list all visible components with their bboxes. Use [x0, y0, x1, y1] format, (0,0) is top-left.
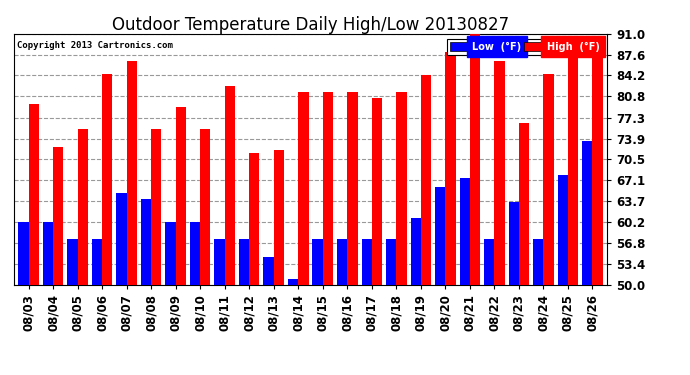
Bar [509, 202, 519, 285]
Legend: Low  (°F), High  (°F): Low (°F), High (°F) [447, 39, 602, 54]
Bar [141, 199, 151, 285]
Bar [190, 222, 200, 285]
Bar [274, 150, 284, 285]
Bar [288, 279, 298, 285]
Bar [77, 129, 88, 285]
Bar [264, 257, 274, 285]
Bar [347, 92, 357, 285]
Bar [117, 193, 126, 285]
Bar [225, 86, 235, 285]
Bar [484, 239, 495, 285]
Bar [435, 187, 445, 285]
Bar [533, 239, 544, 285]
Bar [43, 222, 53, 285]
Bar [239, 239, 249, 285]
Bar [445, 52, 455, 285]
Bar [298, 92, 308, 285]
Bar [18, 222, 28, 285]
Bar [582, 141, 593, 285]
Bar [53, 147, 63, 285]
Bar [470, 34, 480, 285]
Bar [568, 37, 578, 285]
Bar [544, 74, 554, 285]
Bar [593, 37, 603, 285]
Bar [519, 123, 529, 285]
Bar [495, 62, 504, 285]
Bar [28, 104, 39, 285]
Bar [372, 98, 382, 285]
Bar [92, 239, 102, 285]
Bar [166, 222, 176, 285]
Bar [200, 129, 210, 285]
Bar [151, 129, 161, 285]
Bar [411, 217, 421, 285]
Bar [313, 239, 323, 285]
Bar [323, 92, 333, 285]
Bar [176, 107, 186, 285]
Text: Copyright 2013 Cartronics.com: Copyright 2013 Cartronics.com [17, 41, 172, 50]
Bar [337, 239, 347, 285]
Bar [396, 92, 406, 285]
Bar [362, 239, 372, 285]
Bar [460, 178, 470, 285]
Bar [386, 239, 396, 285]
Bar [102, 74, 112, 285]
Bar [421, 75, 431, 285]
Bar [558, 175, 568, 285]
Bar [215, 239, 225, 285]
Bar [126, 62, 137, 285]
Bar [249, 153, 259, 285]
Title: Outdoor Temperature Daily High/Low 20130827: Outdoor Temperature Daily High/Low 20130… [112, 16, 509, 34]
Bar [67, 239, 77, 285]
